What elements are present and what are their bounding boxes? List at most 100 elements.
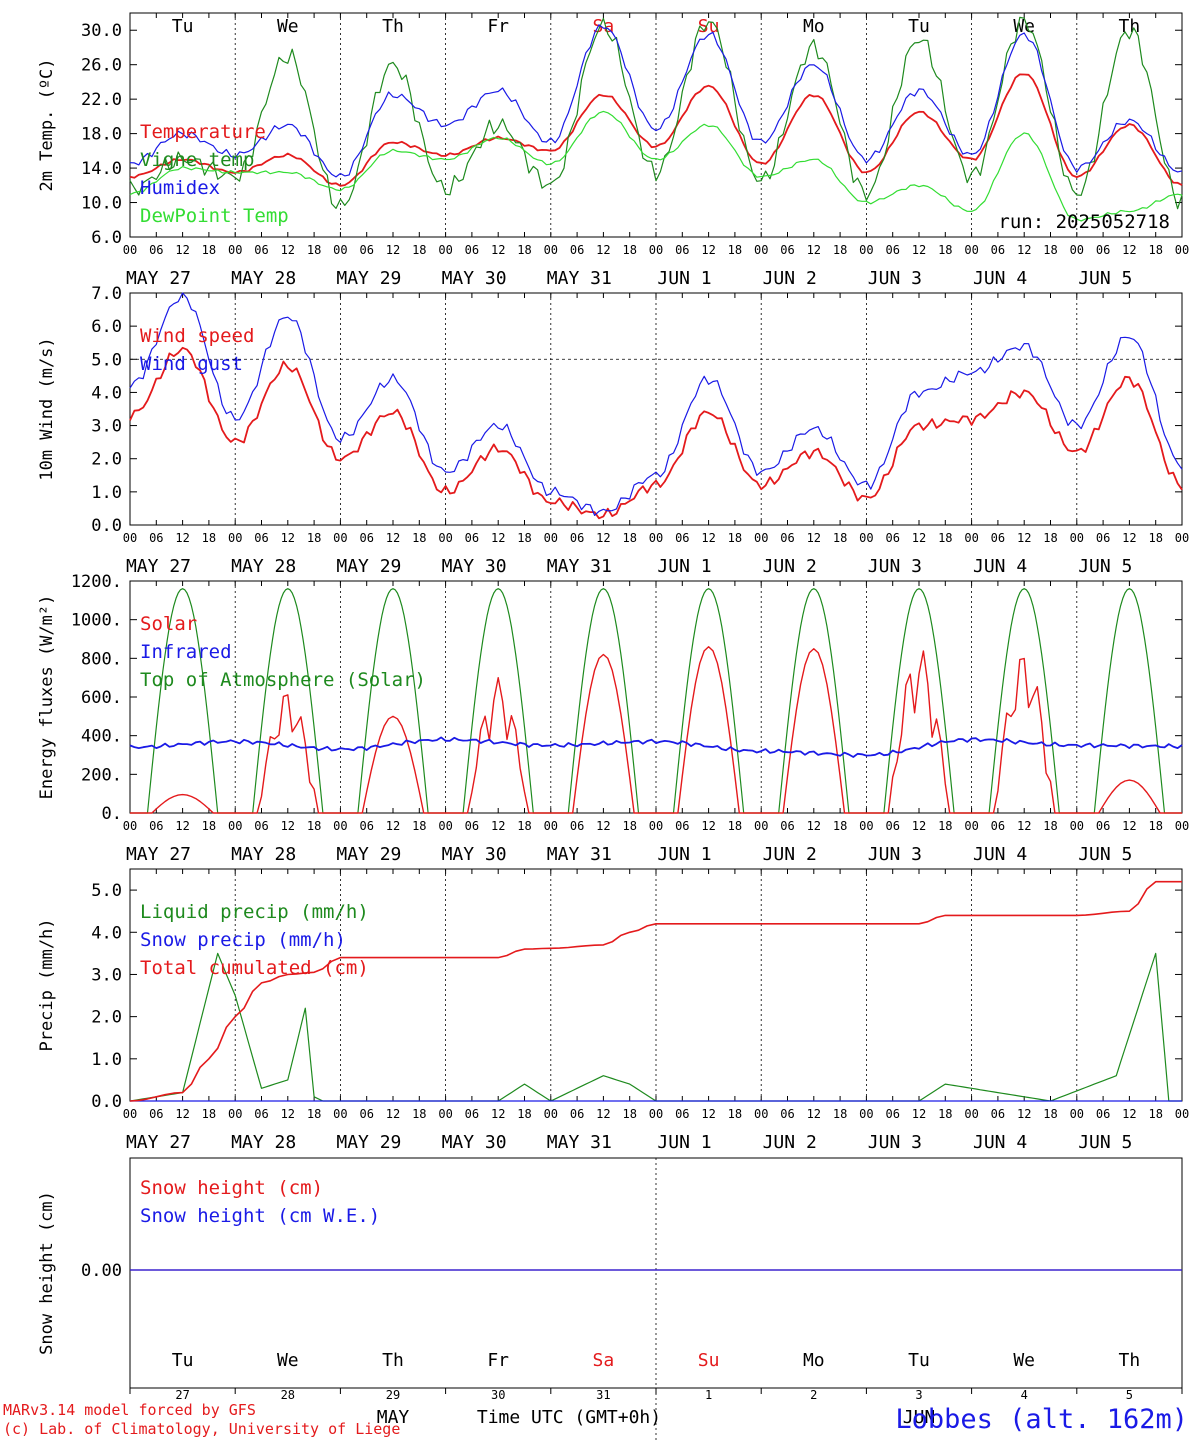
series-line-dewpoint-temp (129, 110, 1183, 222)
date-label: MAY 29 (336, 844, 401, 865)
y-tick-label: 10.0 (81, 194, 122, 214)
hour-tick-label: 18 (1043, 531, 1057, 545)
hour-tick-label: 06 (570, 243, 584, 257)
hour-tick-label: 00 (964, 1107, 978, 1121)
day-of-week-label: Tu (908, 16, 930, 37)
day-of-week-label: Fr (487, 1350, 509, 1371)
hour-tick-label: 06 (359, 243, 373, 257)
hour-tick-label: 00 (859, 819, 873, 833)
y-tick-label: 0. (102, 804, 122, 824)
y-tick-label: 6.0 (91, 228, 122, 248)
hour-tick-label: 00 (228, 1107, 242, 1121)
month-label-may: MAY (377, 1407, 410, 1428)
day-of-week-label: Th (382, 1350, 404, 1371)
hour-tick-label: 00 (1070, 243, 1084, 257)
day-of-week-label: Tu (908, 1350, 930, 1371)
hour-tick-label: 12 (281, 819, 295, 833)
hour-tick-label: 18 (833, 243, 847, 257)
date-label: JUN 5 (1078, 556, 1132, 577)
hour-tick-label: 00 (544, 243, 558, 257)
day-number-label: 1 (705, 1388, 712, 1402)
hour-tick-label: 18 (622, 531, 636, 545)
hour-tick-label: 12 (281, 1107, 295, 1121)
hour-tick-label: 18 (307, 531, 321, 545)
y-tick-label: 7.0 (91, 284, 122, 304)
legend-entry: Infrared (140, 641, 232, 663)
hour-tick-label: 18 (1148, 243, 1162, 257)
hour-tick-label: 00 (1175, 243, 1189, 257)
hour-tick-label: 12 (596, 531, 610, 545)
hour-tick-label: 12 (175, 531, 189, 545)
hour-tick-label: 06 (254, 1107, 268, 1121)
hour-tick-label: 00 (438, 819, 452, 833)
hour-tick-label: 18 (1148, 1107, 1162, 1121)
y-tick-label: 0.0 (91, 1092, 122, 1112)
date-label: JUN 3 (868, 556, 922, 577)
y-axis-title: Precip (mm/h) (37, 918, 57, 1051)
hour-tick-label: 00 (649, 531, 663, 545)
hour-tick-label: 18 (938, 531, 952, 545)
y-tick-label: 6.0 (91, 317, 122, 337)
hour-tick-label: 18 (202, 819, 216, 833)
hour-tick-label: 12 (1122, 243, 1136, 257)
hour-tick-label: 12 (807, 243, 821, 257)
date-label: JUN 2 (763, 556, 817, 577)
date-label: MAY 30 (442, 268, 507, 289)
hour-tick-label: 06 (465, 531, 479, 545)
hour-tick-label: 18 (728, 531, 742, 545)
y-tick-label: 5.0 (91, 350, 122, 370)
series-line-temperature (129, 73, 1183, 187)
hour-tick-label: 00 (649, 243, 663, 257)
date-label: MAY 31 (547, 844, 612, 865)
y-axis-title: 10m Wind (m/s) (37, 337, 57, 480)
day-number-label: 28 (281, 1388, 295, 1402)
hour-tick-label: 12 (807, 531, 821, 545)
date-label: MAY 30 (442, 844, 507, 865)
day-of-week-label: Mo (803, 16, 825, 37)
hour-tick-label: 00 (964, 531, 978, 545)
hour-tick-label: 12 (701, 243, 715, 257)
hour-tick-label: 18 (1043, 819, 1057, 833)
date-label: MAY 28 (231, 844, 296, 865)
y-tick-label: 5.0 (91, 881, 122, 901)
hour-tick-label: 12 (175, 1107, 189, 1121)
date-label: MAY 29 (336, 268, 401, 289)
legend-entry: Snow precip (mm/h) (140, 929, 346, 951)
y-tick-label: 3.0 (91, 417, 122, 437)
date-label: JUN 3 (868, 268, 922, 289)
hour-tick-label: 00 (754, 243, 768, 257)
hour-tick-label: 06 (254, 819, 268, 833)
y-tick-label: 1.0 (91, 1050, 122, 1070)
y-tick-label: 14.0 (81, 159, 122, 179)
hour-tick-label: 18 (938, 1107, 952, 1121)
y-tick-label: 600. (81, 688, 122, 708)
hour-tick-label: 06 (1096, 819, 1110, 833)
hour-tick-label: 06 (780, 531, 794, 545)
hour-tick-label: 18 (307, 819, 321, 833)
day-of-week-label: Mo (803, 1350, 825, 1371)
y-tick-label: 30.0 (81, 21, 122, 41)
date-label: MAY 30 (442, 1132, 507, 1153)
hour-tick-label: 00 (754, 819, 768, 833)
hour-tick-label: 18 (728, 819, 742, 833)
run-annotation: run: 2025052718 (998, 211, 1170, 233)
hour-tick-label: 12 (912, 1107, 926, 1121)
day-of-week-label: We (277, 1350, 299, 1371)
hour-tick-label: 06 (675, 819, 689, 833)
date-label: JUN 1 (657, 268, 711, 289)
y-tick-label: 4.0 (91, 383, 122, 403)
y-axis-title: Energy fluxes (W/m²) (37, 595, 57, 800)
hour-tick-label: 00 (333, 819, 347, 833)
hour-tick-label: 18 (412, 243, 426, 257)
hour-tick-label: 18 (412, 1107, 426, 1121)
hour-tick-label: 06 (1096, 1107, 1110, 1121)
date-label: JUN 2 (763, 844, 817, 865)
hour-tick-label: 12 (1017, 1107, 1031, 1121)
hour-tick-label: 18 (307, 243, 321, 257)
legend-entry: Vigne temp (140, 149, 254, 171)
hour-tick-label: 12 (1017, 243, 1031, 257)
hour-tick-label: 12 (596, 243, 610, 257)
hour-tick-label: 12 (386, 243, 400, 257)
hour-tick-label: 18 (833, 1107, 847, 1121)
y-tick-label: 2.0 (91, 450, 122, 470)
